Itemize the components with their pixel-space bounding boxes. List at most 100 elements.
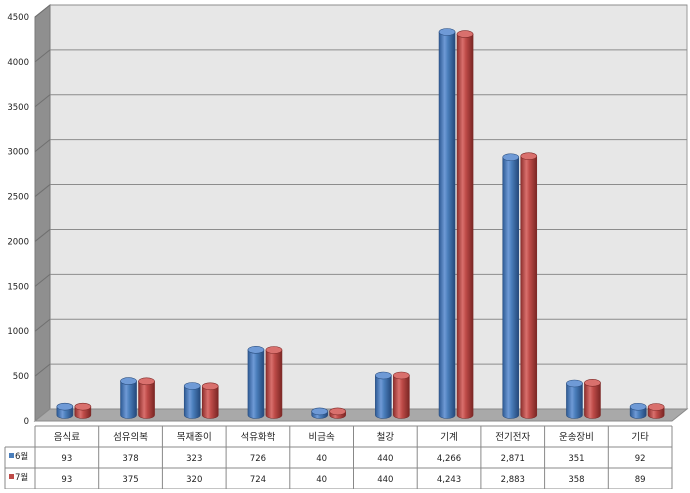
bar-body <box>393 375 410 419</box>
bar-june <box>438 28 456 419</box>
bar-june <box>311 407 328 419</box>
bar-body <box>183 385 201 419</box>
data-label: 323 <box>186 454 202 464</box>
data-label: 440 <box>377 475 393 485</box>
data-label: 320 <box>186 475 202 485</box>
bar-body <box>138 381 155 419</box>
bar-top <box>56 402 74 411</box>
data-label: 375 <box>122 475 138 485</box>
gridline-side <box>34 229 51 242</box>
bar-july <box>393 371 410 419</box>
data-label: 40 <box>316 475 327 485</box>
bar-july <box>138 377 155 419</box>
x-tick-label: 목재종이 <box>177 432 212 443</box>
gridline-side <box>34 184 51 197</box>
bar-july <box>329 407 346 419</box>
y-tick-label: 1000 <box>7 327 29 337</box>
bar-june <box>629 402 647 419</box>
bar-june <box>56 402 74 419</box>
legend-key <box>9 474 14 479</box>
data-label: 40 <box>316 454 327 464</box>
bar-top <box>201 382 219 391</box>
bar-july <box>456 30 474 419</box>
y-tick-label: 4500 <box>7 13 29 23</box>
bar-top <box>183 382 201 390</box>
bar-top <box>329 407 346 416</box>
y-tick-label: 2000 <box>7 237 29 247</box>
y-tick-label: 3500 <box>7 103 29 113</box>
bar-body <box>566 383 583 419</box>
x-tick-label: 석유화학 <box>240 432 275 443</box>
bar-july <box>520 152 538 419</box>
data-label: 2,871 <box>501 454 525 464</box>
legend-label: 7월 <box>15 472 28 483</box>
y-tick-label: 500 <box>13 372 29 382</box>
bar-body <box>201 385 219 419</box>
data-label: 92 <box>635 454 646 464</box>
back-wall <box>49 4 688 410</box>
bar-body <box>265 349 283 419</box>
legend-key <box>9 453 14 458</box>
bar-june <box>120 377 137 419</box>
bar-july <box>201 382 219 419</box>
bar-top <box>629 402 647 411</box>
gridline-side <box>34 4 51 18</box>
bar-june <box>183 382 201 419</box>
y-tick-label: 2500 <box>7 193 29 203</box>
gridline-side <box>34 363 51 377</box>
x-tick-label: 철강 <box>377 432 395 443</box>
bar-june <box>375 371 392 419</box>
x-tick-label: 전기전자 <box>495 432 530 443</box>
side-wall <box>34 3 51 423</box>
bar-june <box>502 153 520 419</box>
bar-top <box>438 28 456 36</box>
bar-top <box>120 377 137 385</box>
bar-top <box>265 346 283 354</box>
x-tick-label: 운송장비 <box>559 432 594 443</box>
bar-top <box>502 153 520 162</box>
bar-body <box>584 382 601 419</box>
bar-june <box>566 379 583 419</box>
legend-label: 6월 <box>15 451 28 462</box>
bar-july <box>265 346 283 419</box>
x-tick-label: 섬유의복 <box>113 432 148 443</box>
data-label: 4,266 <box>437 454 461 464</box>
data-label: 726 <box>250 454 266 464</box>
gridline-side <box>34 318 51 332</box>
data-label: 440 <box>377 454 393 464</box>
bar-july <box>74 402 92 419</box>
bar-body <box>438 31 456 419</box>
bar-body <box>120 380 137 419</box>
x-tick-label: 비금속 <box>309 432 335 443</box>
bar-body <box>520 155 538 419</box>
bar-body <box>247 349 265 419</box>
bar-top <box>393 371 410 380</box>
y-tick-label: 0 <box>24 417 29 427</box>
y-tick-label: 3000 <box>7 148 29 158</box>
data-label: 358 <box>568 475 584 485</box>
x-tick-label: 음식료 <box>54 432 80 443</box>
data-label: 93 <box>61 475 72 485</box>
bar-body <box>375 375 392 419</box>
bar-body <box>456 33 474 419</box>
gridline-side <box>34 49 51 63</box>
data-label: 724 <box>250 475 266 485</box>
bar-body <box>502 156 520 419</box>
gridline-side <box>34 94 51 108</box>
bar-top <box>247 346 265 354</box>
bar-top <box>647 403 665 411</box>
x-tick-label: 기타 <box>631 432 649 443</box>
bar-top <box>584 379 601 387</box>
gridline-side <box>34 273 51 287</box>
y-tick-label: 1500 <box>7 282 29 292</box>
bar-top <box>566 379 583 388</box>
data-label: 351 <box>568 454 584 464</box>
gridline-side <box>34 139 51 153</box>
data-label: 4,243 <box>437 475 461 485</box>
data-label: 89 <box>635 475 646 485</box>
bar-top <box>74 402 92 411</box>
bar-july <box>647 403 665 419</box>
bar-top <box>311 407 328 416</box>
